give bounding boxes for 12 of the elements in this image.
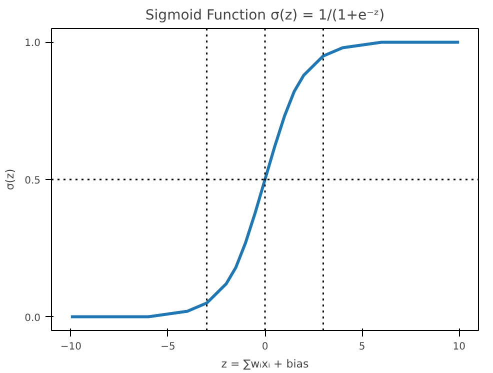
line-series (69, 40, 461, 318)
x-tick-label: 0 (262, 342, 268, 352)
y-tick-label: 0.5 (24, 176, 41, 186)
x-tick-label: −10 (60, 342, 82, 352)
y-tick-label: 1.0 (24, 38, 41, 50)
x-tick-label: −5 (160, 342, 176, 352)
chart-title: Sigmoid Function σ(z) = 1/(1+e⁻ᶻ) (145, 8, 385, 24)
y-axis-title: σ(z) (4, 168, 17, 190)
x-axis-title: z = ∑wᵢxᵢ + bias (221, 358, 310, 370)
y-tick-label: 0.0 (24, 312, 41, 324)
x-tick-label: 5 (358, 342, 366, 352)
x-tick-label: 10 (452, 342, 466, 352)
